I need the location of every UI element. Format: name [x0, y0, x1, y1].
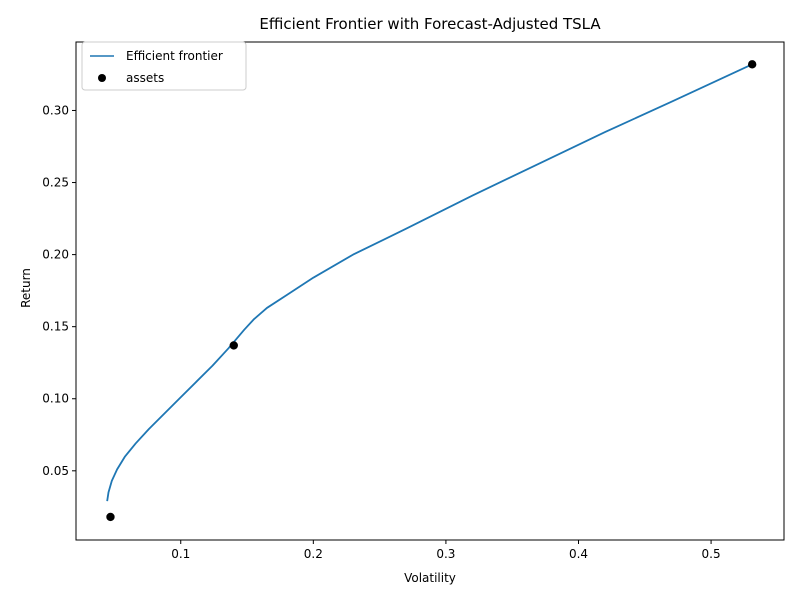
asset-point	[747, 60, 757, 69]
y-tick-label: 0.25	[42, 176, 69, 190]
x-tick-label: 0.1	[171, 547, 190, 561]
asset-point	[106, 512, 115, 522]
y-tick-label: 0.20	[42, 248, 69, 262]
x-tick-label: 0.4	[569, 547, 588, 561]
efficient-frontier-line	[106, 63, 753, 502]
x-tick-label: 0.2	[304, 547, 323, 561]
legend-label-efficient-frontier: Efficient frontier	[126, 49, 223, 63]
chart-title: Efficient Frontier with Forecast-Adjuste…	[259, 15, 601, 33]
y-tick-label: 0.10	[42, 392, 69, 406]
y-tick-label: 0.05	[42, 464, 69, 478]
legend-label-assets: assets	[126, 71, 164, 85]
asset-point	[229, 341, 238, 350]
axes-frame	[75, 41, 785, 541]
legend-dot-swatch	[98, 74, 106, 82]
legend: Efficient frontier assets	[81, 41, 247, 91]
y-tick-label: 0.30	[42, 103, 69, 117]
x-axis-label: Volatility	[404, 571, 456, 585]
legend-frame	[81, 41, 247, 91]
x-tick-label: 0.5	[702, 547, 721, 561]
x-tick-label: 0.3	[436, 547, 455, 561]
y-axis-label: Return	[19, 268, 33, 308]
plot-area: 0.1 0.2 0.3 0.4 0.5 0.05 0.10 0.15 0.20 0.25 0.30	[42, 41, 785, 561]
y-tick-label: 0.15	[42, 320, 69, 334]
